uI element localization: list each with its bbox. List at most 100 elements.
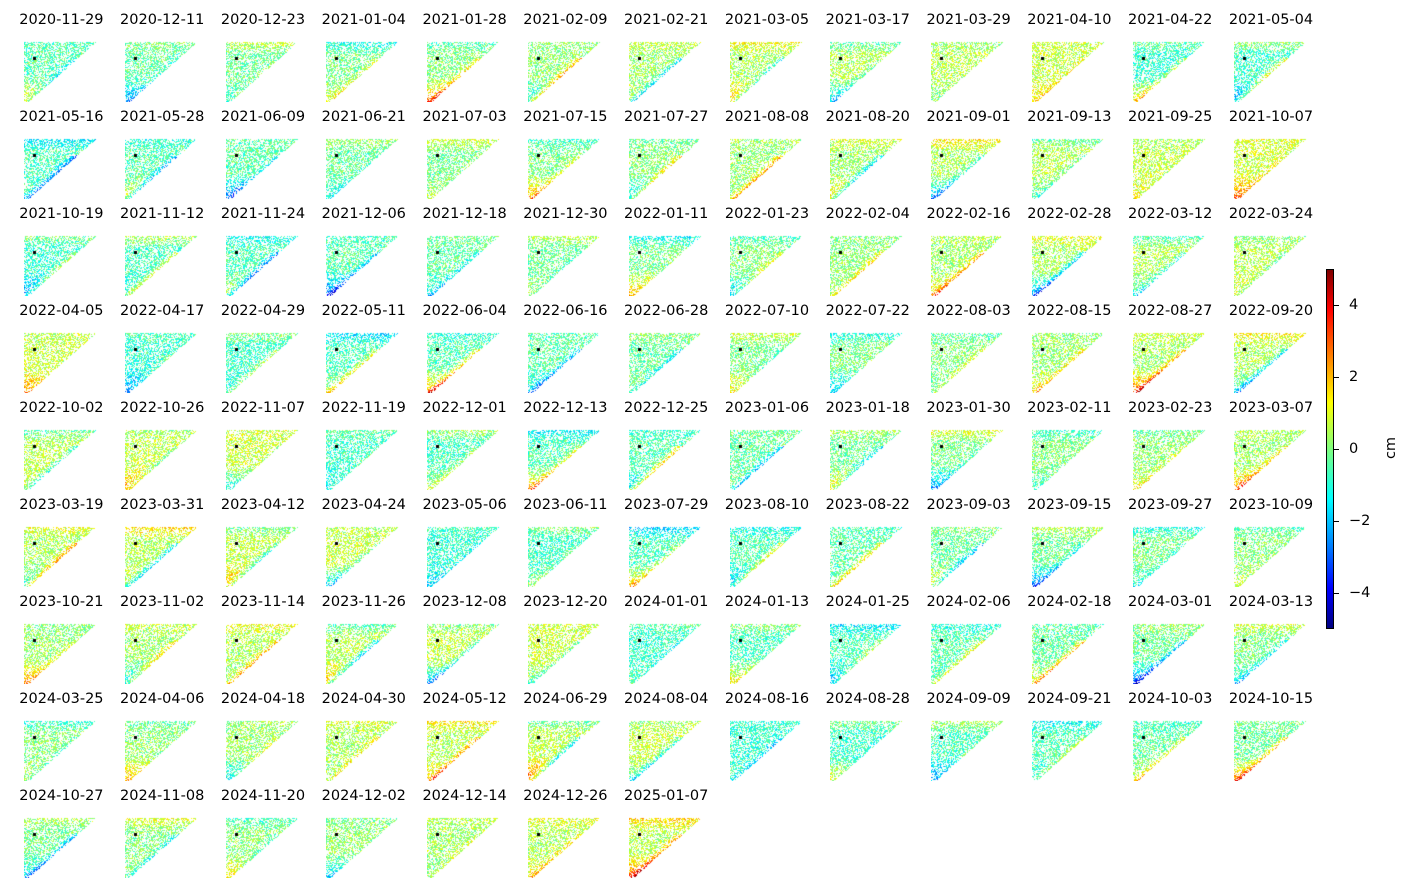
displacement-map-panel — [931, 135, 1008, 199]
panel-title: 2025-01-07 — [624, 788, 709, 804]
displacement-map-panel — [326, 523, 403, 587]
displacement-map-panel — [830, 38, 907, 102]
displacement-map-panel — [225, 523, 302, 587]
displacement-map-panel — [24, 717, 100, 781]
panel-title: 2021-07-03 — [422, 109, 507, 125]
displacement-map-panel — [528, 135, 604, 199]
displacement-map-panel — [1233, 523, 1310, 587]
displacement-map-panel — [24, 232, 100, 296]
panel-title: 2020-12-11 — [120, 12, 205, 28]
panel-title: 2023-11-14 — [220, 594, 306, 610]
displacement-map-panel — [830, 329, 907, 393]
displacement-map-panel — [225, 232, 302, 296]
panel-title: 2022-08-15 — [1027, 303, 1112, 319]
colorbar-tick-label: 2 — [1349, 369, 1359, 385]
displacement-map-panel — [1132, 426, 1209, 490]
panel-title: 2023-03-31 — [120, 497, 205, 513]
panel-title: 2024-01-01 — [624, 594, 709, 610]
panel-title: 2024-02-18 — [1027, 594, 1112, 610]
panel-title: 2023-09-15 — [1027, 497, 1112, 513]
panel-title: 2023-08-22 — [825, 497, 910, 513]
panel-title: 2022-02-16 — [926, 206, 1011, 222]
panel-title: 2021-11-12 — [120, 206, 205, 222]
displacement-map-panel — [729, 717, 806, 781]
displacement-map-panel — [628, 426, 705, 490]
panel-title: 2023-07-29 — [624, 497, 709, 513]
displacement-map-panel — [427, 814, 504, 878]
colorbar-tick-label: −2 — [1349, 513, 1371, 529]
displacement-map-panel — [24, 620, 100, 684]
colorbar-tick-label: −4 — [1349, 585, 1371, 601]
panel-title: 2021-07-15 — [523, 109, 608, 125]
displacement-map-panel — [326, 135, 403, 199]
panel-title: 2022-04-29 — [220, 303, 306, 319]
panel-title: 2024-06-29 — [523, 691, 608, 707]
panel-title: 2022-03-12 — [1128, 206, 1213, 222]
displacement-map-panel — [830, 717, 907, 781]
panel-title: 2023-05-06 — [422, 497, 507, 513]
displacement-map-panel — [24, 814, 100, 878]
panel-title: 2021-09-13 — [1027, 109, 1112, 125]
panel-title: 2021-10-19 — [19, 206, 104, 222]
panel-title: 2022-04-17 — [120, 303, 205, 319]
panel-title: 2024-08-16 — [724, 691, 810, 707]
panel-title: 2022-04-05 — [19, 303, 104, 319]
displacement-map-panel — [931, 426, 1008, 490]
displacement-map-panel — [24, 135, 100, 199]
displacement-map-panel — [225, 426, 302, 490]
displacement-map-panel — [931, 717, 1008, 781]
displacement-map-panel — [124, 232, 201, 296]
displacement-map-panel — [1032, 717, 1108, 781]
displacement-map-panel — [628, 329, 705, 393]
displacement-map-panel — [124, 329, 201, 393]
panel-title: 2021-10-07 — [1228, 109, 1314, 125]
panel-title: 2021-12-30 — [523, 206, 608, 222]
panel-title: 2023-09-03 — [926, 497, 1011, 513]
panel-title: 2021-01-28 — [422, 12, 507, 28]
displacement-map-panel — [830, 426, 907, 490]
panel-title: 2022-02-04 — [825, 206, 910, 222]
panel-title: 2021-11-24 — [220, 206, 306, 222]
panel-title: 2021-04-10 — [1027, 12, 1112, 28]
panel-title: 2024-09-09 — [926, 691, 1011, 707]
displacement-map-panel — [628, 814, 705, 878]
displacement-map-panel — [1233, 717, 1310, 781]
panel-title: 2021-05-28 — [120, 109, 205, 125]
panel-title: 2024-08-04 — [624, 691, 709, 707]
displacement-map-panel — [1132, 523, 1209, 587]
displacement-map-panel — [628, 135, 705, 199]
displacement-map-panel — [124, 38, 201, 102]
colorbar-tick — [1334, 449, 1339, 450]
panel-title: 2022-03-24 — [1228, 206, 1314, 222]
panel-title: 2022-12-13 — [523, 400, 608, 416]
panel-title: 2023-06-11 — [523, 497, 608, 513]
displacement-map-panel — [326, 426, 403, 490]
displacement-map-panel — [225, 329, 302, 393]
displacement-map-panel — [225, 717, 302, 781]
displacement-map-panel — [1032, 38, 1108, 102]
panel-title: 2021-03-05 — [724, 12, 810, 28]
panel-title: 2023-12-20 — [523, 594, 608, 610]
displacement-map-panel — [124, 523, 201, 587]
displacement-map-panel — [931, 523, 1008, 587]
panel-title: 2022-08-03 — [926, 303, 1011, 319]
displacement-map-panel — [427, 135, 504, 199]
panel-title: 2024-04-18 — [220, 691, 306, 707]
panel-title: 2021-05-16 — [19, 109, 104, 125]
displacement-map-panel — [1233, 232, 1310, 296]
displacement-map-panel — [24, 329, 100, 393]
panel-title: 2024-10-03 — [1128, 691, 1213, 707]
displacement-map-panel — [729, 426, 806, 490]
displacement-map-panel — [427, 329, 504, 393]
displacement-map-panel — [1032, 523, 1108, 587]
panel-title: 2020-11-29 — [19, 12, 104, 28]
panel-title: 2020-12-23 — [220, 12, 306, 28]
displacement-map-panel — [628, 523, 705, 587]
panel-title: 2023-01-18 — [825, 400, 910, 416]
displacement-map-panel — [225, 620, 302, 684]
colorbar-tick — [1334, 377, 1339, 378]
colorbar-label: cm — [1383, 436, 1400, 460]
panel-title: 2024-12-14 — [422, 788, 507, 804]
displacement-map-panel — [427, 523, 504, 587]
